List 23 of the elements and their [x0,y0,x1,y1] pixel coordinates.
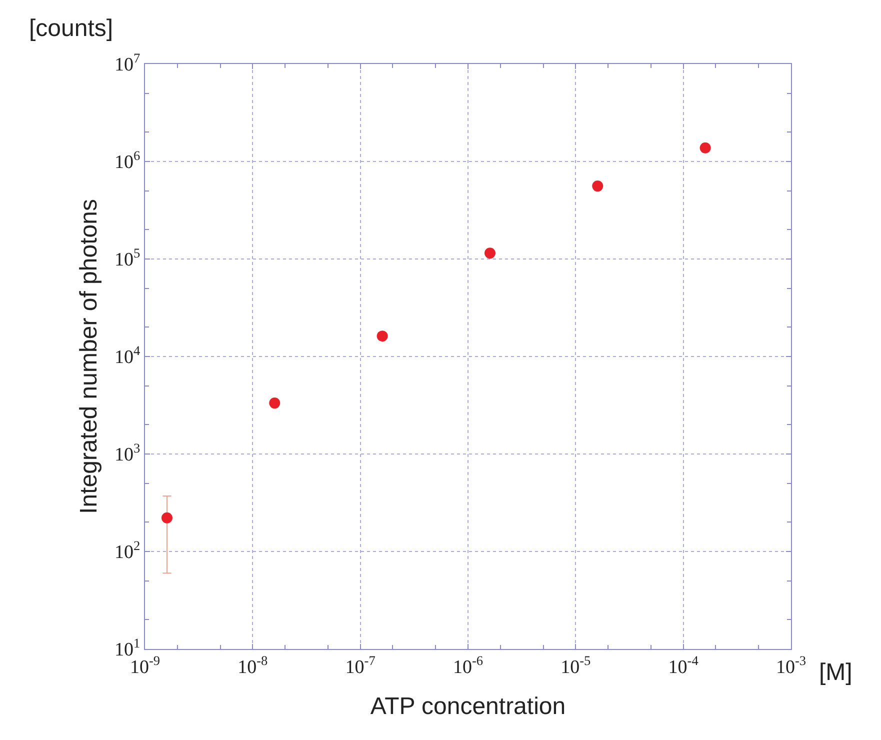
x-tick-label: 10$^{-5}$ [560,652,592,678]
y-tick-label: 10$^{7}$ [114,50,141,76]
x-tick-label: 10$^{-3}$ [776,652,806,678]
y-tick-label: 10$^{5}$ [114,246,141,271]
x-tick-label: 10$^{-4}$ [668,652,699,678]
point [161,512,172,524]
point [376,330,388,342]
point [484,248,496,259]
x-tick-label: 10$^{-7}$ [345,652,376,678]
text: [M] [819,659,852,686]
point [592,180,604,192]
y-tick-label: 10$^{2}$ [114,538,140,564]
y-tick-label: 10$^{3}$ [114,440,141,466]
y-tick-label: 10$^{4}$ [114,343,141,368]
text: [counts] [29,15,114,42]
x-axis-title: ATP concentration [370,693,566,720]
point [700,142,711,154]
x-tick-label: 10$^{-6}$ [452,652,484,678]
y-tick-label: 10$^{1}$ [114,636,140,661]
point [269,398,280,409]
y-tick-label: 10$^{6}$ [114,148,141,174]
x-tick-label: 10$^{-8}$ [238,652,268,678]
y-axis-title: Integrated number of photons [76,199,103,514]
